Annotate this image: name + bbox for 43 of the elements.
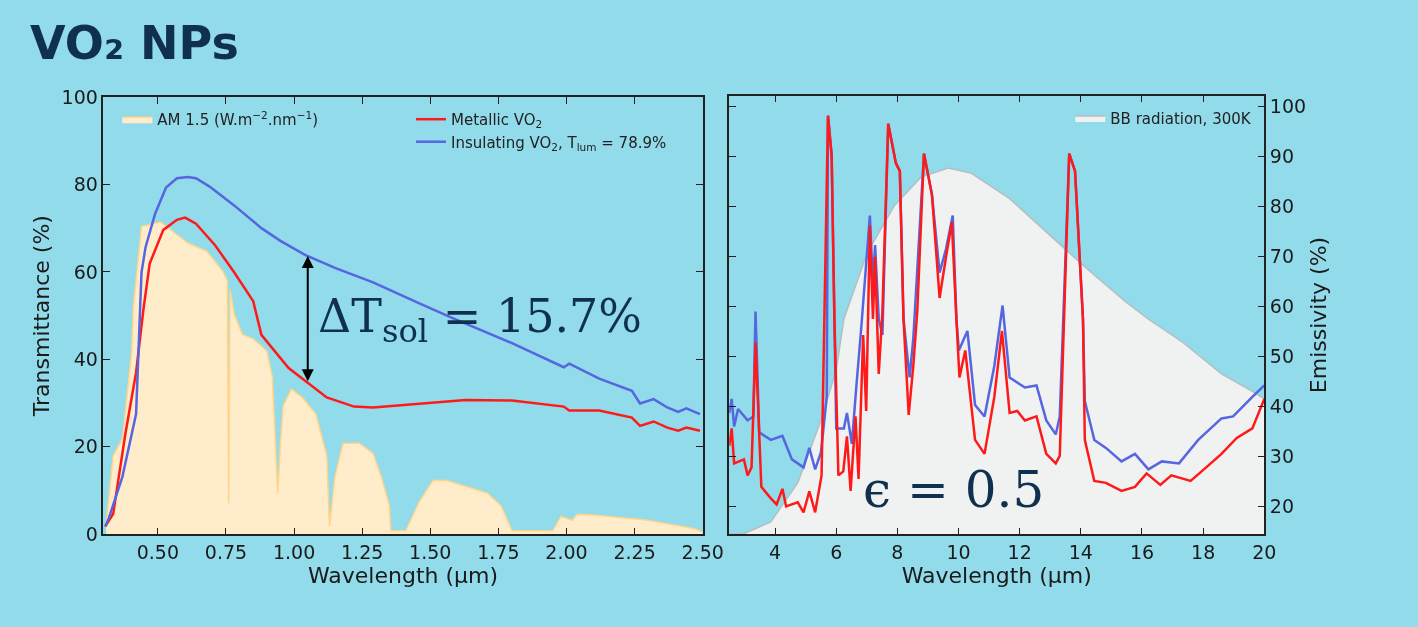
y2-tick-label: 50 [1269,345,1295,368]
x-tick-label: 1.50 [409,540,452,563]
y2-tick-label: 40 [1269,395,1295,418]
x-tick-label: 2.25 [613,540,656,563]
legend-label: Metallic VO$_{2}$ [451,111,543,131]
x-tick-label: 10 [946,540,971,563]
y2-tick-label: 20 [1269,495,1295,517]
y2-tick-label: 80 [1269,195,1295,218]
chart-title: VO₂ NPs [30,16,239,70]
y-tick-label: 0 [85,522,98,545]
x-tick-label: 1.75 [477,540,520,563]
x-tick-label: 2.50 [681,540,724,563]
annotation: ϵ = 0.5 [863,461,1045,519]
y-tick-label: 40 [73,348,98,371]
x-tick-label: 4 [769,540,782,563]
x-tick-label: 18 [1191,540,1216,563]
x-axis-title: Wavelength (μm) [307,562,499,588]
y2-tick-label: 90 [1269,145,1295,168]
y-tick-label: 80 [73,173,98,196]
x-tick-label: 2.00 [545,540,588,563]
x-tick-label: 0.75 [204,540,248,563]
y-axis-title: Transmittance (%) [28,215,54,418]
x-tick-label: 16 [1129,540,1155,563]
y2-tick-label: 100 [1269,95,1307,118]
legend-label: BB radiation, 300K [1110,109,1252,128]
x-tick-label: 8 [891,540,904,563]
x-tick-label: 0.50 [136,540,180,563]
y2-tick-label: 70 [1269,245,1295,268]
y2-axis-title: Emissivity (%) [1306,236,1332,394]
x-tick-label: 1.00 [272,540,316,563]
legend-label: Insulating VO$_{2}$, T$_{lum}$ = 78.9% [451,133,667,153]
legend-label: AM 1.5 (W.m$^{−2}$.nm$^{−1}$) [157,108,318,130]
x-tick-label: 20 [1252,540,1277,563]
y-tick-label: 100 [61,85,98,108]
y-tick-label: 20 [73,435,98,458]
y2-tick-label: 30 [1269,445,1295,468]
x-tick-label: 14 [1068,540,1093,563]
y-tick-label: 60 [73,260,98,283]
x-tick-label: 6 [830,540,843,563]
y2-tick-label: 60 [1269,295,1295,318]
x-tick-label: 12 [1007,540,1032,563]
x-axis-title: Wavelength (μm) [901,562,1092,588]
x-tick-label: 1.25 [341,540,384,563]
